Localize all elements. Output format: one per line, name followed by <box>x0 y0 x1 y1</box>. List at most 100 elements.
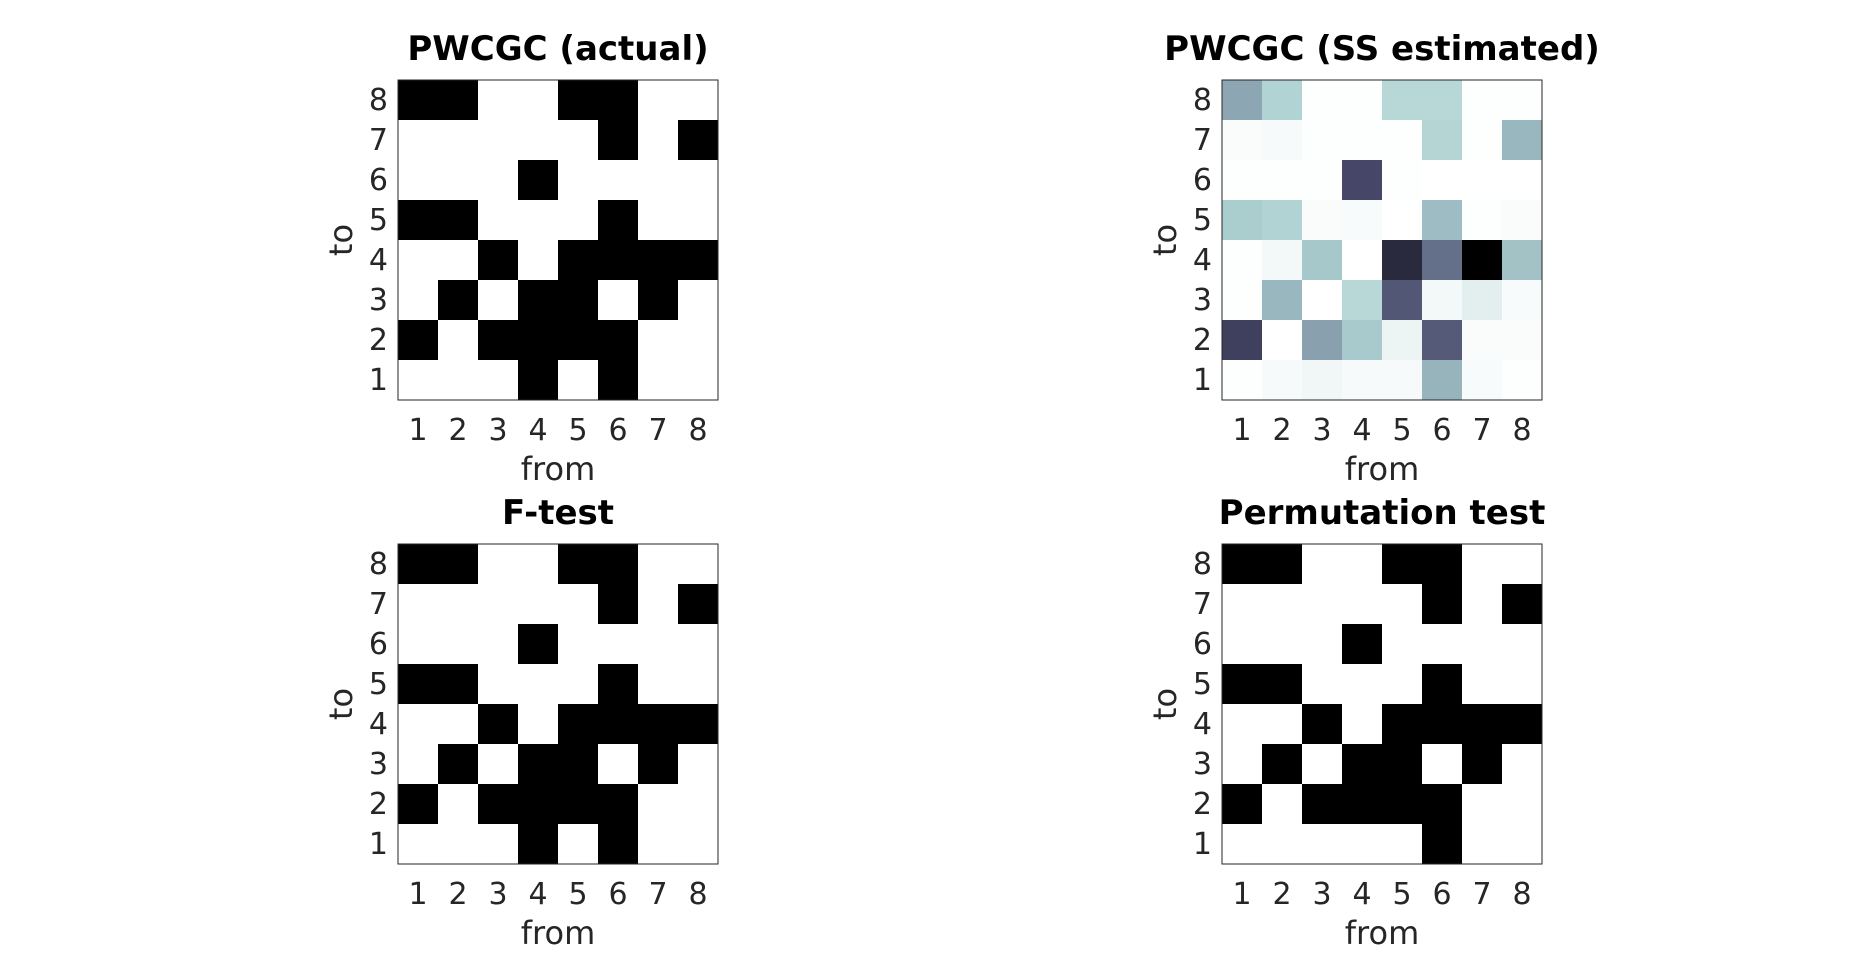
heatmap-cell <box>1502 584 1543 625</box>
heatmap-cell <box>478 360 519 401</box>
heatmap-cell <box>638 160 679 201</box>
x-tick-label: 8 <box>1512 877 1531 912</box>
heatmap-cell <box>398 80 439 121</box>
heatmap-cell <box>1342 160 1383 201</box>
heatmap-cell <box>678 584 719 625</box>
x-tick-label: 3 <box>488 413 507 448</box>
heatmap-cell <box>638 624 679 665</box>
heatmap-cell <box>1342 280 1383 321</box>
x-axis-label: from <box>1345 914 1419 952</box>
heatmap-cell <box>1502 664 1543 705</box>
heatmap-cell <box>1262 360 1303 401</box>
heatmap-cell <box>398 320 439 361</box>
heatmap-cell <box>1462 624 1503 665</box>
heatmap-cell <box>638 120 679 161</box>
x-tick-label: 2 <box>448 877 467 912</box>
heatmap-cell <box>518 544 559 585</box>
heatmap-cell <box>1382 584 1423 625</box>
y-tick-label: 3 <box>1193 747 1212 782</box>
x-tick-label: 6 <box>608 413 627 448</box>
x-tick-label: 7 <box>1472 877 1491 912</box>
y-tick-label: 8 <box>1193 83 1212 118</box>
heatmap-cell <box>1342 240 1383 281</box>
heatmap-cells <box>1222 544 1543 865</box>
x-tick-label: 5 <box>568 877 587 912</box>
heatmap-cell <box>1382 80 1423 121</box>
heatmap-cell <box>598 744 639 785</box>
heatmap-cells <box>398 544 719 865</box>
heatmap-cell <box>478 704 519 745</box>
heatmap-cell <box>638 280 679 321</box>
x-tick-label: 1 <box>408 413 427 448</box>
y-axis-label: to <box>322 224 360 256</box>
x-tick-label: 4 <box>528 877 547 912</box>
heatmap-cell <box>598 824 639 865</box>
heatmap-cell <box>558 120 599 161</box>
heatmap-cell <box>1222 704 1263 745</box>
heatmap-cell <box>398 160 439 201</box>
heatmap-cell <box>518 280 559 321</box>
heatmap-cell <box>1302 240 1343 281</box>
heatmap-cells <box>398 80 719 401</box>
x-tick-label: 1 <box>1232 877 1251 912</box>
heatmap-cell <box>678 200 719 241</box>
heatmap-cell <box>1462 744 1503 785</box>
heatmap-cell <box>558 624 599 665</box>
y-axis-label: to <box>1146 224 1184 256</box>
heatmap-cell <box>1462 584 1503 625</box>
heatmap-cell <box>1342 360 1383 401</box>
heatmap-cell <box>1382 664 1423 705</box>
y-tick-label: 2 <box>1193 323 1212 358</box>
heatmap-cell <box>638 200 679 241</box>
heatmap-cell <box>678 544 719 585</box>
heatmap-cell <box>1422 824 1463 865</box>
heatmap-cell <box>1262 120 1303 161</box>
heatmap-cell <box>1302 160 1343 201</box>
heatmap-cell <box>1502 624 1543 665</box>
heatmap-cell <box>1342 624 1383 665</box>
y-tick-labels: 8 7 6 5 4 3 2 1 <box>1193 83 1212 398</box>
heatmap-cell <box>558 360 599 401</box>
heatmap-cell <box>638 664 679 705</box>
heatmap-cell <box>1302 360 1343 401</box>
heatmap-cell <box>678 824 719 865</box>
heatmap-cell <box>678 744 719 785</box>
heatmap-cell <box>438 704 479 745</box>
heatmap-cell <box>1382 704 1423 745</box>
heatmap-cell <box>558 320 599 361</box>
heatmap-cell <box>398 664 439 705</box>
heatmap-cell <box>558 160 599 201</box>
heatmap-cell <box>678 80 719 121</box>
heatmap-cell <box>438 280 479 321</box>
heatmap-cell <box>1262 160 1303 201</box>
heatmap-cell <box>558 784 599 825</box>
heatmap-cell <box>1262 200 1303 241</box>
y-tick-label: 1 <box>1193 827 1212 862</box>
heatmap-cell <box>1422 320 1463 361</box>
heatmap-cell <box>678 160 719 201</box>
heatmap-cell <box>558 704 599 745</box>
heatmap-cell <box>1342 704 1383 745</box>
y-tick-label: 8 <box>369 547 388 582</box>
y-tick-label: 2 <box>1193 787 1212 822</box>
heatmap-cell <box>478 744 519 785</box>
heatmap-cell <box>518 80 559 121</box>
heatmap-cell <box>1422 200 1463 241</box>
heatmap-cell <box>678 320 719 361</box>
y-tick-labels: 8 7 6 5 4 3 2 1 <box>1193 547 1212 862</box>
heatmap-cell <box>398 704 439 745</box>
y-tick-label: 4 <box>1193 243 1212 278</box>
heatmap-cell <box>1382 784 1423 825</box>
x-tick-label: 6 <box>1432 413 1451 448</box>
plot-frame <box>1221 543 1543 865</box>
heatmap-cell <box>1462 824 1503 865</box>
heatmap-cell <box>478 584 519 625</box>
x-tick-label: 7 <box>648 877 667 912</box>
heatmap-cell <box>678 240 719 281</box>
y-tick-label: 5 <box>1193 667 1212 702</box>
heatmap-cell <box>1262 664 1303 705</box>
heatmap-cell <box>518 664 559 705</box>
heatmap-cell <box>1302 704 1343 745</box>
